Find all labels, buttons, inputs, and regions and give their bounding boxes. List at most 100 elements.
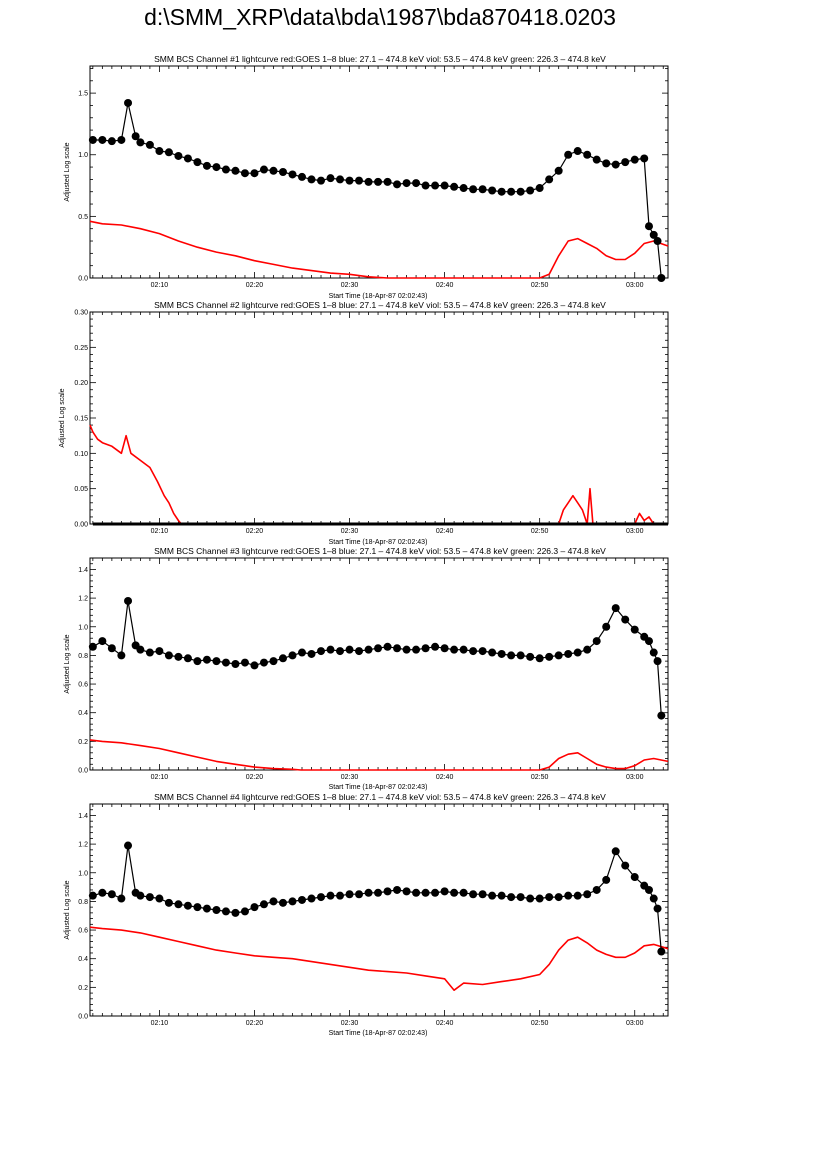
- bcs-data-point: [450, 888, 459, 897]
- y-tick-label: 0.2: [78, 985, 88, 992]
- bcs-data-point: [488, 648, 497, 657]
- bcs-data-point: [297, 648, 306, 657]
- bcs-data-point: [393, 644, 402, 653]
- y-tick-label: 1.0: [78, 624, 88, 631]
- bcs-data-point: [450, 182, 459, 191]
- y-tick-label: 0.20: [74, 380, 88, 387]
- bcs-data-point: [630, 155, 639, 164]
- bcs-data-point: [402, 645, 411, 654]
- plot-channel-2: SMM BCS Channel #2 lightcurve red:GOES 1…: [59, 300, 669, 546]
- x-axis-label: Start Time (18-Apr-87 02:02:43): [329, 293, 428, 300]
- x-tick-label: 03:00: [626, 528, 644, 535]
- bcs-data-point: [155, 147, 164, 156]
- y-tick-label: 0.4: [78, 956, 88, 963]
- bcs-data-point: [131, 132, 140, 141]
- x-tick-label: 02:20: [246, 774, 264, 781]
- bcs-data-point: [535, 654, 544, 663]
- bcs-data-point: [88, 891, 97, 900]
- y-tick-label: 1.5: [78, 91, 88, 98]
- bcs-data-point: [174, 151, 183, 160]
- x-tick-label: 02:30: [341, 1020, 359, 1027]
- bcs-data-point: [649, 648, 658, 657]
- bcs-data-point: [202, 161, 211, 170]
- bcs-data-point: [459, 888, 468, 897]
- bcs-lightcurve-line: [92, 102, 662, 279]
- y-tick-label: 0.8: [78, 899, 88, 906]
- y-tick-label: 0.05: [74, 486, 88, 493]
- x-tick-label: 02:10: [151, 774, 169, 781]
- bcs-data-point: [307, 175, 316, 184]
- bcs-data-point: [164, 651, 173, 660]
- y-tick-label: 1.0: [78, 870, 88, 877]
- bcs-data-point: [183, 654, 192, 663]
- bcs-data-point: [117, 894, 126, 903]
- bcs-data-point: [440, 644, 449, 653]
- bcs-data-point: [507, 651, 516, 660]
- y-tick-label: 0.6: [78, 928, 88, 935]
- bcs-data-point: [145, 648, 154, 657]
- bcs-data-point: [355, 176, 364, 185]
- bcs-data-point: [602, 159, 611, 168]
- bcs-data-point: [117, 651, 126, 660]
- bcs-data-point: [478, 890, 487, 899]
- bcs-data-point: [136, 138, 145, 147]
- bcs-data-point: [535, 184, 544, 193]
- bcs-data-point: [554, 651, 563, 660]
- bcs-data-point: [326, 891, 335, 900]
- bcs-data-point: [640, 154, 649, 163]
- bcs-data-point: [592, 637, 601, 646]
- bcs-data-point: [488, 891, 497, 900]
- bcs-data-point: [653, 237, 662, 246]
- bcs-data-point: [269, 657, 278, 666]
- bcs-data-point: [269, 897, 278, 906]
- bcs-data-point: [611, 160, 620, 169]
- bcs-data-point: [221, 165, 230, 174]
- bcs-data-point: [355, 647, 364, 656]
- y-axis-label: Adjusted Log scale: [59, 388, 66, 447]
- bcs-data-point: [469, 647, 478, 656]
- bcs-data-point: [278, 168, 287, 176]
- x-tick-label: 02:50: [531, 282, 549, 289]
- bcs-data-point: [497, 187, 506, 196]
- bcs-data-point: [573, 648, 582, 657]
- bcs-data-point: [202, 904, 211, 913]
- bcs-data-point: [174, 652, 183, 661]
- bcs-data-point: [478, 185, 487, 194]
- bcs-data-point: [621, 158, 630, 167]
- bcs-data-point: [393, 180, 402, 189]
- bcs-data-point: [469, 890, 478, 899]
- bcs-data-point: [355, 890, 364, 899]
- bcs-data-point: [657, 274, 666, 282]
- bcs-data-point: [469, 185, 478, 194]
- bcs-data-point: [412, 179, 421, 188]
- bcs-data-point: [621, 861, 630, 870]
- bcs-data-point: [250, 169, 259, 178]
- bcs-data-point: [649, 894, 658, 903]
- bcs-data-point: [440, 887, 449, 896]
- bcs-data-point: [374, 644, 383, 653]
- bcs-data-point: [288, 170, 297, 179]
- bcs-data-point: [183, 154, 192, 163]
- bcs-data-point: [259, 900, 268, 909]
- bcs-data-point: [383, 887, 392, 896]
- x-tick-label: 02:20: [246, 528, 264, 535]
- x-tick-label: 02:30: [341, 774, 359, 781]
- bcs-data-point: [98, 135, 107, 144]
- bcs-data-point: [421, 888, 430, 897]
- bcs-data-point: [402, 179, 411, 188]
- bcs-data-point: [412, 888, 421, 897]
- bcs-data-point: [193, 158, 202, 167]
- bcs-data-point: [364, 177, 373, 186]
- x-tick-label: 02:20: [246, 282, 264, 289]
- bcs-data-point: [554, 893, 563, 902]
- bcs-data-point: [421, 181, 430, 190]
- x-tick-label: 02:40: [436, 774, 454, 781]
- goes-lightcurve-line: [89, 220, 669, 279]
- plot-frame: [89, 803, 669, 1017]
- bcs-data-point: [649, 230, 658, 239]
- bcs-data-point: [288, 651, 297, 660]
- bcs-data-point: [526, 894, 535, 903]
- bcs-data-point: [653, 657, 662, 666]
- bcs-data-point: [516, 651, 525, 660]
